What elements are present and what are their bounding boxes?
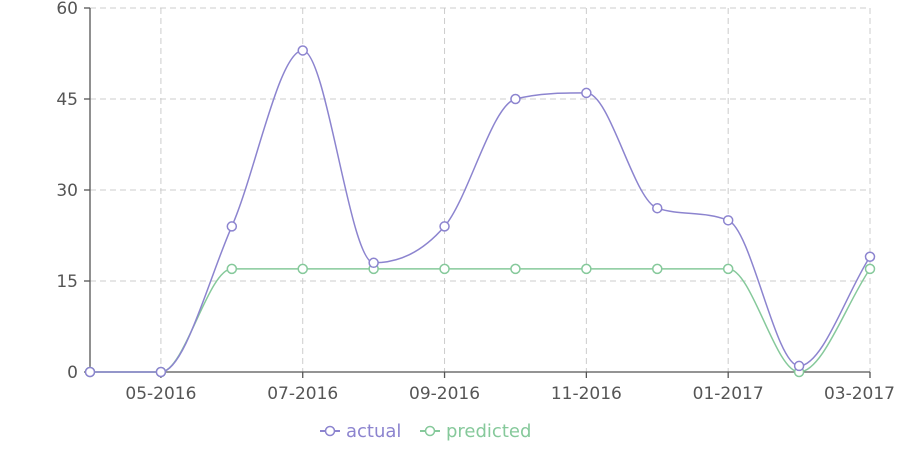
x-tick-label: 09-2016	[409, 384, 480, 404]
x-tick-label: 05-2016	[125, 384, 196, 404]
legend-label: actual	[346, 421, 401, 442]
data-point-predicted	[722, 263, 734, 275]
data-point-predicted	[581, 263, 592, 275]
grid-lines	[90, 7, 871, 372]
data-point-actual	[864, 251, 876, 262]
data-point-predicted	[510, 263, 521, 275]
legend-swatch-marker	[424, 425, 436, 437]
series-line-predicted	[90, 268, 871, 373]
series-points	[84, 45, 876, 378]
x-tick-label: 11-2016	[551, 384, 622, 404]
y-tick-label: 60	[56, 0, 78, 19]
x-tick-label: 03-2017	[824, 384, 895, 404]
legend-item-actual[interactable]: actual	[320, 421, 401, 442]
legend-swatch-marker	[324, 425, 336, 437]
data-point-predicted	[297, 263, 308, 275]
data-point-actual	[439, 221, 450, 232]
y-tick-label: 30	[56, 181, 78, 201]
data-point-actual	[581, 87, 592, 99]
data-point-actual	[793, 360, 805, 372]
data-point-predicted	[652, 263, 663, 275]
x-tick-label: 07-2016	[267, 384, 338, 404]
y-tick-label: 45	[56, 90, 78, 110]
data-point-predicted	[226, 263, 238, 275]
data-point-actual	[652, 202, 663, 214]
y-tick-label: 0	[67, 363, 78, 383]
data-point-actual	[368, 257, 379, 269]
legend-item-predicted[interactable]: predicted	[420, 421, 531, 442]
legend[interactable]: actual predicted	[320, 421, 531, 442]
data-point-actual	[84, 366, 96, 378]
data-point-predicted	[439, 263, 450, 275]
data-point-actual	[510, 93, 521, 105]
legend-label: predicted	[446, 421, 531, 442]
data-point-actual	[155, 366, 167, 378]
y-tick-label: 15	[56, 272, 78, 292]
data-point-actual	[297, 45, 308, 56]
data-point-actual	[226, 221, 238, 232]
data-point-actual	[722, 215, 734, 226]
axes: 0 15 30 45 60 05-2016 07-2016 09-2016 11-2016 01-…	[56, 0, 895, 404]
x-tick-label: 01-2017	[693, 384, 764, 404]
data-point-predicted	[864, 263, 876, 275]
